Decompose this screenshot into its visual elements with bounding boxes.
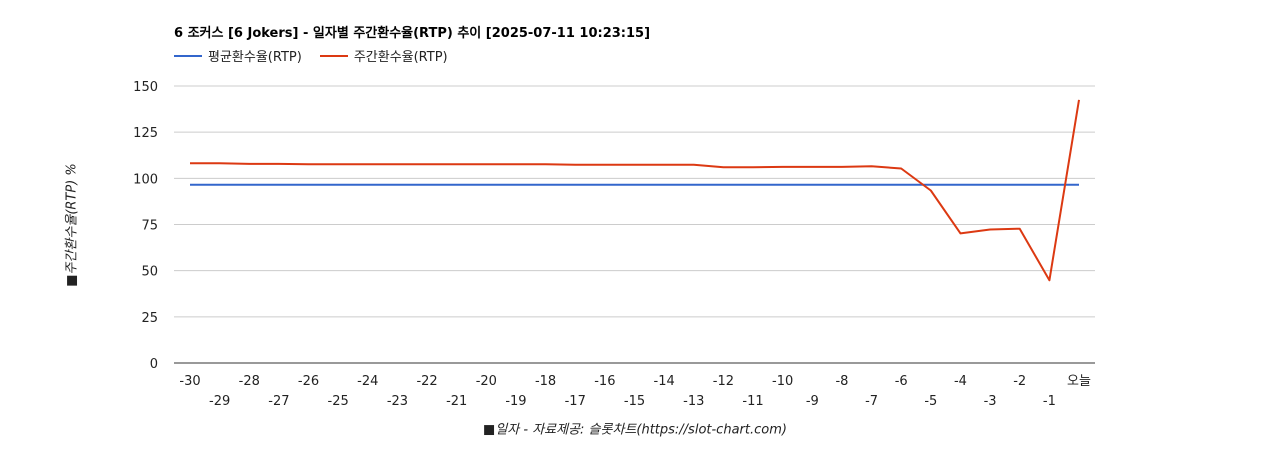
x-tick-label: -8 [835,374,848,389]
x-tick-label: -14 [654,374,675,389]
legend: 평균환수율(RTP) 주간환수율(RTP) [174,46,466,65]
x-tick-label: -29 [209,394,230,409]
x-tick-label: -4 [954,374,967,389]
legend-item-average[interactable]: 평균환수율(RTP) [174,46,302,65]
x-tick-label: -12 [713,374,734,389]
legend-label-average: 평균환수율(RTP) [208,50,302,65]
x-tick-label: -16 [594,374,615,389]
x-tick-label: -5 [924,394,937,409]
x-tick-label: -27 [268,394,289,409]
x-tick-label: -10 [772,374,793,389]
x-tick-label: -17 [565,394,586,409]
x-tick-label: -26 [298,374,319,389]
x-tick-label: -9 [806,394,819,409]
x-tick-label: -18 [535,374,556,389]
x-tick-label: -7 [865,394,878,409]
x-tick-label: -11 [742,394,763,409]
series-line-weekly [190,99,1080,282]
x-tick-label: 오늘 [1067,374,1091,389]
x-tick-label: -1 [1043,394,1056,409]
x-tick-label: -20 [476,374,497,389]
x-tick-label: -21 [446,394,467,409]
x-tick-label: -25 [328,394,349,409]
x-tick-label: -23 [387,394,408,409]
x-tick-label: -13 [683,394,704,409]
x-tick-label: -3 [984,394,997,409]
y-tick-label: 75 [141,219,158,234]
y-tick-label: 125 [133,126,158,141]
x-tick-label: -22 [416,374,437,389]
x-tick-label: -19 [505,394,526,409]
y-tick-label: 25 [141,311,158,326]
y-tick-label: 150 [133,80,158,95]
legend-label-weekly: 주간환수율(RTP) [353,50,448,65]
legend-item-weekly[interactable]: 주간환수율(RTP) [319,46,448,65]
legend-swatch-weekly [319,54,348,57]
x-tick-label: -28 [239,374,260,389]
y-tick-label: 0 [150,357,158,372]
x-tick-label: -30 [179,374,200,389]
y-tick-label: 50 [141,265,158,280]
x-tick-label: -24 [357,374,378,389]
x-tick-label: -15 [624,394,645,409]
x-tick-label: -2 [1013,374,1026,389]
legend-swatch-average [174,54,202,57]
x-tick-label: -6 [895,374,908,389]
x-axis-label: ■일자 - 자료제공: 슬롯차트(https://slot-chart.com) [483,422,787,438]
y-tick-label: 100 [133,172,158,187]
chart-title: 6 조커스 [6 Jokers] - 일자별 주간환수율(RTP) 추이 [20… [174,26,651,41]
